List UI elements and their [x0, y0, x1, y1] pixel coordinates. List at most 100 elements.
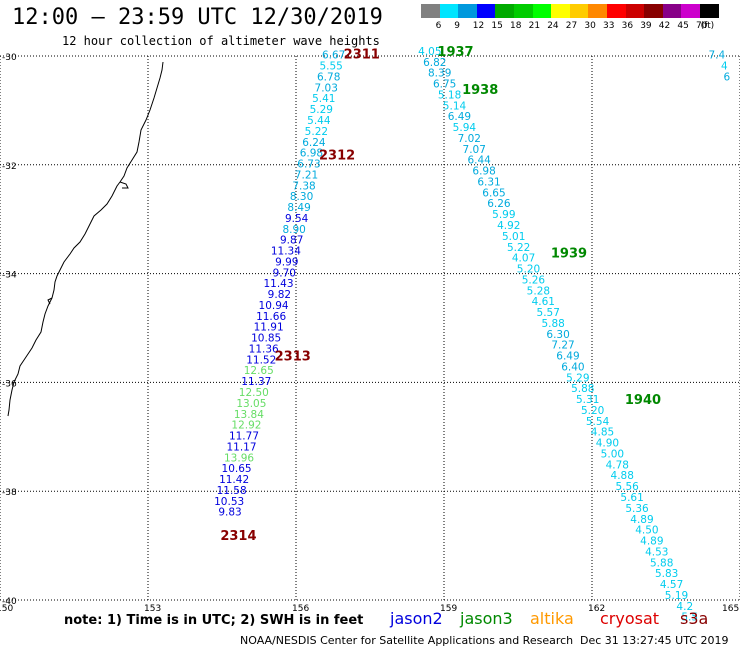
wave-height-value: 12.50 [239, 387, 269, 399]
legend-swatch [644, 4, 663, 18]
generated-timestamp: Dec 31 13:27:45 UTC 2019 [580, 634, 729, 647]
wave-height-value: 6.49 [448, 111, 471, 123]
footnote: note: 1) Time is in UTC; 2) SWH is in fe… [64, 613, 364, 628]
wave-height-value: 6.98 [472, 166, 495, 178]
wave-height-value: 8.90 [282, 224, 305, 236]
wave-height-value: 11.37 [241, 376, 271, 388]
wave-height-value: 5.83 [655, 568, 678, 580]
wave-height-value: 5.55 [319, 61, 342, 73]
lat-tick-label: -34 [2, 271, 17, 281]
wave-height-value: 7.4 [708, 50, 725, 62]
wave-height-value: 5.44 [307, 115, 331, 127]
wave-height-value: 9.87 [280, 235, 303, 247]
lon-tick-label: 153 [144, 604, 161, 614]
wave-height-value: 11.91 [254, 322, 284, 334]
lon-tick-label: 156 [292, 604, 309, 614]
lat-tick-label: -38 [2, 488, 17, 498]
wave-height-value: 6.67 [322, 50, 345, 62]
wave-height-value: 6.78 [317, 71, 340, 83]
wave-height-value: 4.78 [606, 459, 629, 471]
wave-height-value: 5.28 [527, 285, 550, 297]
wave-height-value: 4.57 [660, 579, 683, 591]
pass-number-label: 2312 [319, 148, 355, 163]
wave-height-value: 10.53 [214, 496, 244, 508]
satellite-key-item: jason2 [390, 609, 443, 628]
wave-height-value: 6.26 [487, 198, 511, 210]
satellite-key-item: jason3 [460, 609, 513, 628]
wave-height-value: 6.49 [556, 351, 579, 363]
legend-swatch [514, 4, 533, 18]
pass-number-label: 1940 [625, 393, 661, 408]
wave-height-value: 5.94 [453, 122, 477, 134]
legend-label: 12 [472, 21, 485, 31]
wave-height-value: 4 [721, 61, 728, 73]
wave-height-value: 7.38 [292, 180, 315, 192]
legend-swatch [700, 4, 719, 18]
coastline-islet [47, 297, 53, 305]
lon-tick-label: 159 [440, 604, 457, 614]
wave-height-value: 11.17 [226, 441, 256, 453]
wave-height-value: 5.99 [492, 209, 515, 221]
wave-height-value: 11.77 [229, 431, 259, 443]
wave-height-value: 5.88 [571, 383, 594, 395]
legend-swatch [569, 4, 589, 18]
wave-height-value: 6.30 [546, 329, 569, 341]
wave-height-value: 6.75 [433, 79, 456, 91]
legend-swatch [439, 4, 459, 18]
legend-label: 6 [435, 21, 442, 31]
wave-height-value: 5.61 [620, 492, 643, 504]
wave-height-value: 4.53 [645, 546, 668, 558]
pass-number-label: 1938 [462, 83, 498, 98]
wave-height-value: 5.26 [522, 274, 546, 286]
lon-tick-label: 162 [588, 604, 605, 614]
wave-height-value: 5.20 [581, 405, 604, 417]
wave-height-value: 6.82 [423, 57, 446, 69]
pass-number-label: 1937 [437, 45, 473, 60]
legend-swatch [588, 4, 607, 18]
legend-swatch [681, 4, 700, 18]
wave-height-value: 5.22 [305, 126, 328, 138]
wave-height-value: 9.54 [285, 213, 309, 225]
wave-height-value: 7.07 [463, 144, 486, 156]
wave-height-value: 5.29 [566, 372, 589, 384]
lat-tick-label: -40 [2, 597, 17, 607]
legend-label: 18 [510, 21, 522, 31]
legend-swatch [625, 4, 645, 18]
coastline-inlet [119, 181, 129, 189]
pass-number-label: 2311 [344, 48, 380, 63]
wave-height-value: 5.20 [517, 264, 540, 276]
wave-height-value: 6 [723, 71, 730, 83]
wave-height-value: 4.2 [676, 601, 693, 613]
pass-number-label: 2314 [220, 529, 256, 544]
wave-height-value: 5.41 [312, 93, 335, 105]
color-scale-legend: 6 9 12 15 18 21 24 27 30 33 36 39 42 45 70 (ft) [421, 4, 730, 36]
wave-height-value: 7.21 [295, 169, 318, 181]
wave-height-value: 8.49 [287, 202, 310, 214]
legend-swatch [495, 4, 514, 18]
wave-height-value: 12.92 [231, 420, 261, 432]
lon-tick-label: 165 [722, 604, 739, 614]
wave-height-value: 5.88 [541, 318, 564, 330]
wave-height-value: 6.40 [561, 361, 584, 373]
wave-height-value: 10.65 [222, 463, 252, 475]
wave-height-value: 4.92 [497, 220, 520, 232]
wave-height-value: 5.5 [681, 612, 698, 624]
satellite-key-item: altika [530, 609, 574, 628]
page-title: 12:00 – 23:59 UTC 12/30/2019 [12, 5, 383, 30]
wave-height-value: 5.54 [586, 416, 610, 428]
coastline [7, 61, 164, 417]
wave-height-value: 7.02 [458, 133, 481, 145]
wave-height-value: 13.96 [224, 452, 254, 464]
wave-height-value: 8.39 [428, 68, 451, 80]
wave-height-value: 13.05 [236, 398, 266, 410]
wave-height-value: 6.73 [297, 159, 320, 171]
lon-tick-label: 150 [0, 604, 13, 614]
wave-height-value: 11.36 [249, 343, 279, 355]
wave-height-value: 9.70 [273, 267, 296, 279]
wave-height-value: 6.31 [477, 176, 500, 188]
legend-swatch [532, 4, 552, 18]
credit-line: NOAA/NESDIS Center for Satellite Applica… [240, 634, 574, 647]
pass-number-label: 2313 [275, 350, 311, 365]
wave-height-value: 13.84 [234, 409, 264, 421]
